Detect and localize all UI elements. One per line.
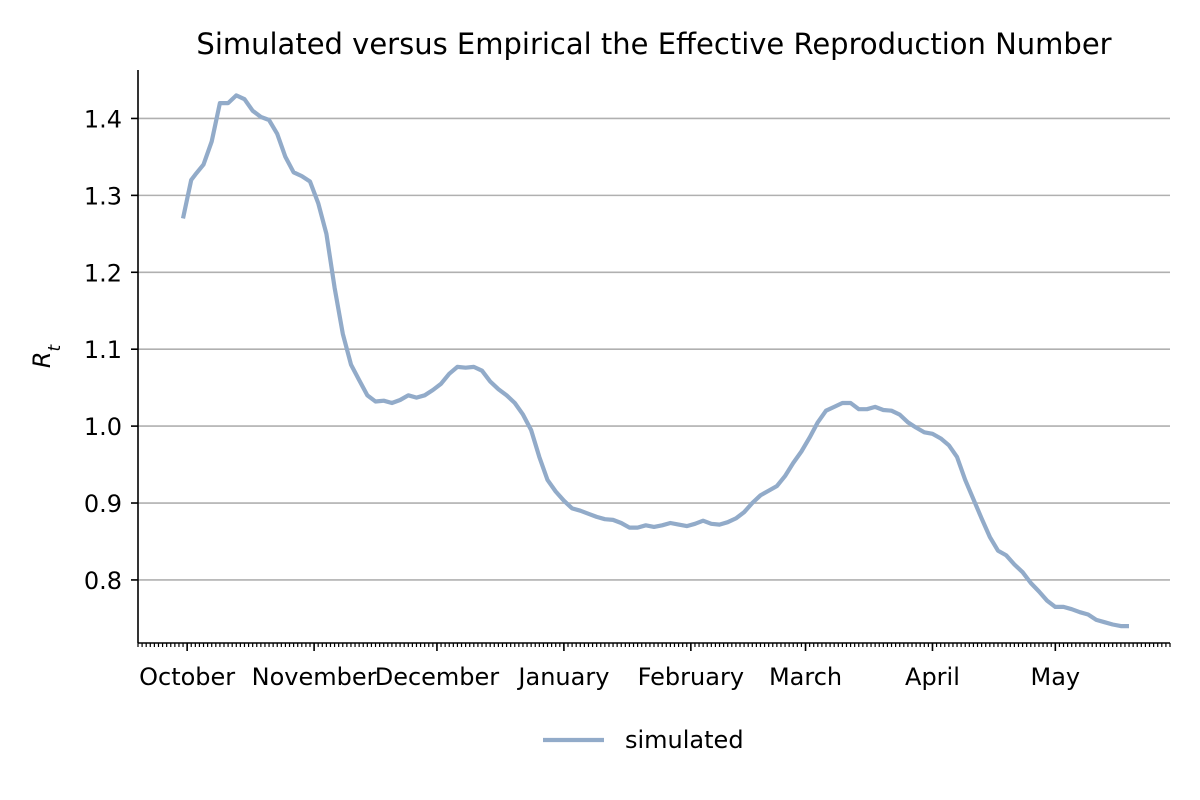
y-axis: 0.8 0.9 1.0 1.1 1.2 1.3 1.4: [84, 70, 139, 643]
x-tick-label: November: [252, 663, 377, 691]
y-tick-label: 1.1: [84, 336, 122, 364]
series-line-simulated: [180, 93, 1129, 629]
y-tick-label: 0.8: [84, 567, 122, 595]
x-tick-label: October: [139, 663, 235, 691]
legend: simulated: [543, 726, 744, 754]
x-tick-label: February: [638, 663, 744, 691]
legend-label-simulated: simulated: [625, 726, 744, 754]
y-axis-label: Rt: [28, 343, 65, 368]
y-tick-label: 1.0: [84, 413, 122, 441]
y-tick-label: 1.3: [84, 182, 122, 210]
x-tick-label: March: [769, 663, 842, 691]
grid-lines: [138, 117, 1170, 581]
y-tick-label: 0.9: [84, 490, 122, 518]
x-tick-label: April: [905, 663, 960, 691]
y-tick-label: 1.2: [84, 259, 122, 287]
x-tick-label: May: [1031, 663, 1081, 691]
x-tick-label: December: [375, 663, 500, 691]
x-tick-label: January: [516, 663, 609, 691]
series-group: [180, 93, 1129, 629]
chart-title: Simulated versus Empirical the Effective…: [196, 27, 1111, 61]
y-tick-label: 1.4: [84, 105, 122, 133]
